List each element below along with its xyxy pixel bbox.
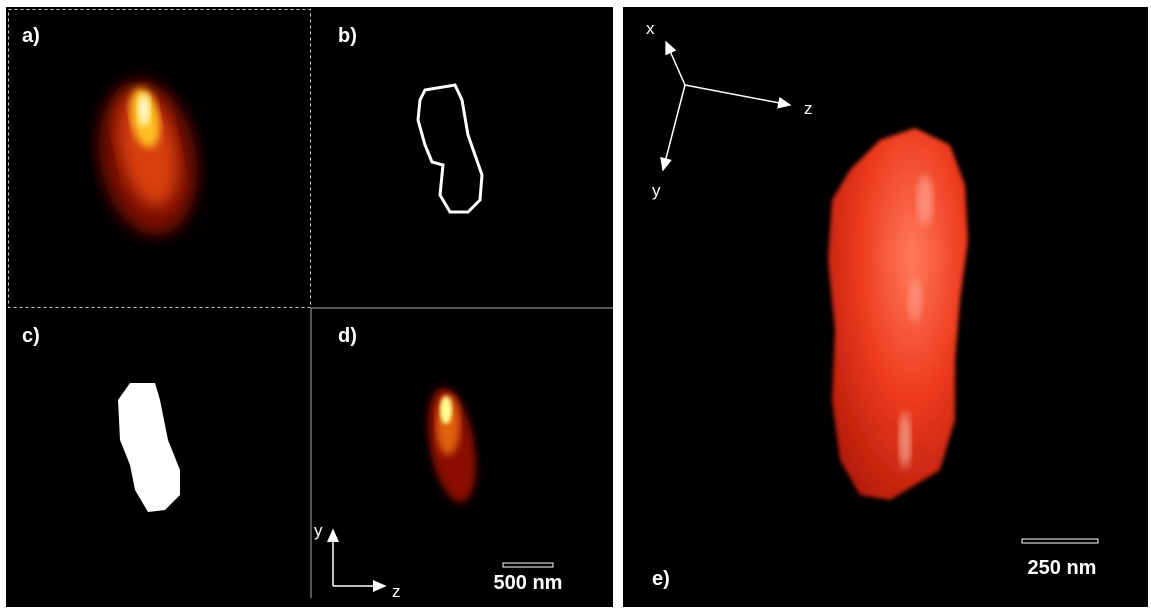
axis-label: z <box>804 99 813 118</box>
panel-label: a) <box>22 25 40 47</box>
scale-label: 500 nm <box>494 572 563 594</box>
panel-label: e) <box>652 568 670 590</box>
panel-label: c) <box>22 325 40 347</box>
bacterium-3d <box>828 128 968 500</box>
axis-label: x <box>646 19 655 38</box>
axis-label: y <box>652 181 661 200</box>
scale-label: 250 nm <box>1028 557 1097 579</box>
figure: a) b) c) d) e) y z 500 nm x z y 250 nm <box>0 0 1151 609</box>
axis-label: y <box>314 521 323 540</box>
panel-label: d) <box>338 325 357 347</box>
page: a) b) c) d) e) y z 500 nm x z y 250 nm (… <box>0 0 1151 609</box>
panel-label: b) <box>338 25 357 47</box>
axis-label: z <box>392 582 401 601</box>
